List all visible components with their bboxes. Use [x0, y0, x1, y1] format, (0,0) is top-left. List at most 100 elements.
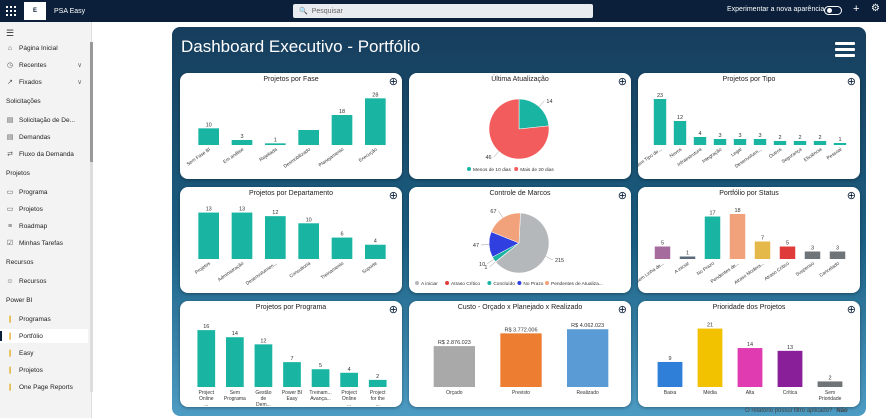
sidebar-item-label: Projetos — [19, 205, 43, 213]
leader-line — [489, 261, 496, 268]
sidebar-scrollbar[interactable] — [90, 42, 93, 392]
data-label: 16 — [203, 324, 209, 330]
chart-card-status: Portfólio por Status ⊕ 5 Sem Linha de... 1 A … — [638, 187, 860, 293]
hamburger-icon[interactable]: ☰ — [6, 28, 15, 38]
chart-title: Projetos por Programa — [255, 304, 327, 311]
bar — [654, 246, 671, 259]
people-icon: ☺ — [6, 277, 14, 285]
bar — [198, 128, 219, 145]
sidebar-section-title: Solicitações — [6, 98, 41, 105]
gear-icon[interactable]: ⚙ — [871, 3, 880, 14]
bar — [693, 137, 707, 145]
sidebar-item[interactable]: ▤ Demandas — [0, 130, 88, 144]
bar — [198, 212, 219, 259]
zoom-icon[interactable]: ⊕ — [388, 304, 398, 316]
chart-card-tipo: Projetos por Tipo ⊕ 23 Sem Tipo de... 12 Novo… — [638, 73, 860, 179]
search-input[interactable]: 🔍 Pesquisar — [293, 4, 593, 18]
sidebar-item[interactable]: ❙ One Page Reports — [0, 380, 88, 394]
sidebar-item[interactable]: ≡ Roadmap — [0, 219, 88, 233]
sidebar-item[interactable]: ☺ Recursos — [0, 274, 88, 288]
tick-label: Cancelado — [818, 261, 841, 279]
data-label: 2 — [376, 374, 379, 380]
bar — [829, 251, 846, 259]
zoom-icon[interactable]: ⊕ — [846, 190, 856, 202]
sidebar-item[interactable]: ⌂ Página Inicial — [0, 41, 88, 55]
bar — [793, 141, 807, 145]
data-label: 5 — [786, 241, 789, 247]
chart-departamento: 13 Projetos 13 Administração 12 Desenvolvimen… — [194, 207, 386, 287]
sidebar-item[interactable]: ▭ Programa — [0, 185, 88, 199]
filter-answer[interactable]: Não — [836, 408, 848, 414]
sidebar-item[interactable]: ↗ Fixados ∨ — [0, 75, 88, 89]
legend-label: No Prazo — [523, 281, 543, 287]
tick-label: Segurança — [781, 147, 804, 165]
sidebar-item[interactable]: ⇄ Fluxo da Demanda — [0, 147, 88, 161]
new-look-toggle[interactable] — [824, 6, 842, 15]
sidebar-item-label: Programas — [19, 315, 51, 323]
zoom-icon[interactable]: ⊕ — [388, 190, 398, 202]
folder-icon: ▭ — [6, 206, 14, 213]
sidebar-item[interactable]: ❙ Portfólio — [0, 329, 88, 343]
data-label: 28 — [372, 92, 378, 98]
sidebar-item[interactable]: ☑ Minhas Tarefas — [0, 236, 88, 250]
app-launcher-icon[interactable] — [6, 6, 16, 16]
zoom-icon[interactable]: ⊕ — [617, 76, 627, 88]
legend-label: Concluído — [493, 281, 515, 287]
pin-icon: ↗ — [7, 79, 13, 86]
zoom-icon[interactable]: ⊕ — [846, 76, 856, 88]
pie-slice — [490, 212, 521, 244]
menu-icon[interactable] — [835, 42, 855, 58]
tick-label: Suporte — [361, 261, 378, 276]
sidebar-item-label: Recursos — [19, 277, 47, 285]
legend-swatch — [517, 281, 522, 285]
data-label: 18 — [339, 109, 345, 115]
tick-label: Legal — [730, 147, 743, 159]
data-label: 2 — [818, 135, 821, 141]
sidebar-scroll-thumb[interactable] — [90, 42, 93, 162]
zoom-icon[interactable]: ⊕ — [617, 304, 627, 316]
tick-label: Orçado — [446, 390, 463, 396]
data-label: 4 — [698, 131, 701, 137]
bar — [777, 350, 803, 387]
data-label: 3 — [811, 246, 814, 252]
tick-label: Média — [703, 390, 717, 396]
sidebar-item[interactable]: ❙ Easy — [0, 346, 88, 360]
chart-card-departamento: Projetos por Departamento ⊕ 13 Projetos 13 Ad… — [180, 187, 402, 293]
zoom-icon[interactable]: ⊕ — [846, 304, 856, 316]
tick-label: Eficiência — [803, 147, 824, 164]
data-label: 12 — [677, 115, 683, 121]
data-label: 215 — [555, 258, 564, 264]
data-label: 21 — [707, 323, 713, 329]
chart-card-programa: Projetos por Programa ⊕ 16 Project Online...… — [180, 301, 402, 407]
chart-programa: 16 Project Online ... 14 Sem Programa 12 Gestão d… — [197, 324, 387, 407]
bar — [713, 139, 727, 145]
tick-label: A iniciar — [673, 260, 691, 275]
zoom-icon[interactable]: ⊕ — [617, 190, 627, 202]
bar — [804, 251, 821, 259]
data-label: 2 — [828, 375, 831, 381]
tick-label: Treinamento — [320, 261, 346, 281]
sidebar-item[interactable]: ❙ Programas — [0, 312, 88, 326]
zoom-icon[interactable]: ⊕ — [388, 76, 398, 88]
data-label: 47 — [473, 243, 479, 249]
chevron-down-icon[interactable]: ∨ — [77, 62, 82, 69]
plus-icon[interactable]: + — [853, 3, 860, 15]
data-label: 3 — [738, 133, 741, 139]
sidebar-item[interactable]: ▭ Projetos — [0, 202, 88, 216]
sidebar-item[interactable]: ▤ Solicitação de De... — [0, 113, 88, 127]
app-name: PSA Easy — [54, 7, 86, 15]
sidebar-item[interactable]: ❙ Projetos — [0, 363, 88, 377]
chevron-down-icon[interactable]: ∨ — [77, 79, 82, 86]
data-label: 3 — [718, 133, 721, 139]
sidebar-item[interactable]: ◷ Recentes ∨ — [0, 58, 88, 72]
sidebar-item-label: Easy — [19, 349, 34, 357]
chart-title: Portfólio por Status — [719, 190, 779, 197]
leader-line — [493, 151, 500, 158]
legend-swatch — [545, 281, 549, 285]
bar — [254, 344, 273, 387]
tick-label: Projetos — [194, 260, 212, 275]
data-label: 14 — [546, 99, 552, 105]
chart-atualizacao: 14 46 Menos de 10 dias Mais de 20 dias — [467, 98, 554, 173]
powerbi-icon: ❙ — [7, 367, 13, 374]
bar — [433, 346, 475, 387]
